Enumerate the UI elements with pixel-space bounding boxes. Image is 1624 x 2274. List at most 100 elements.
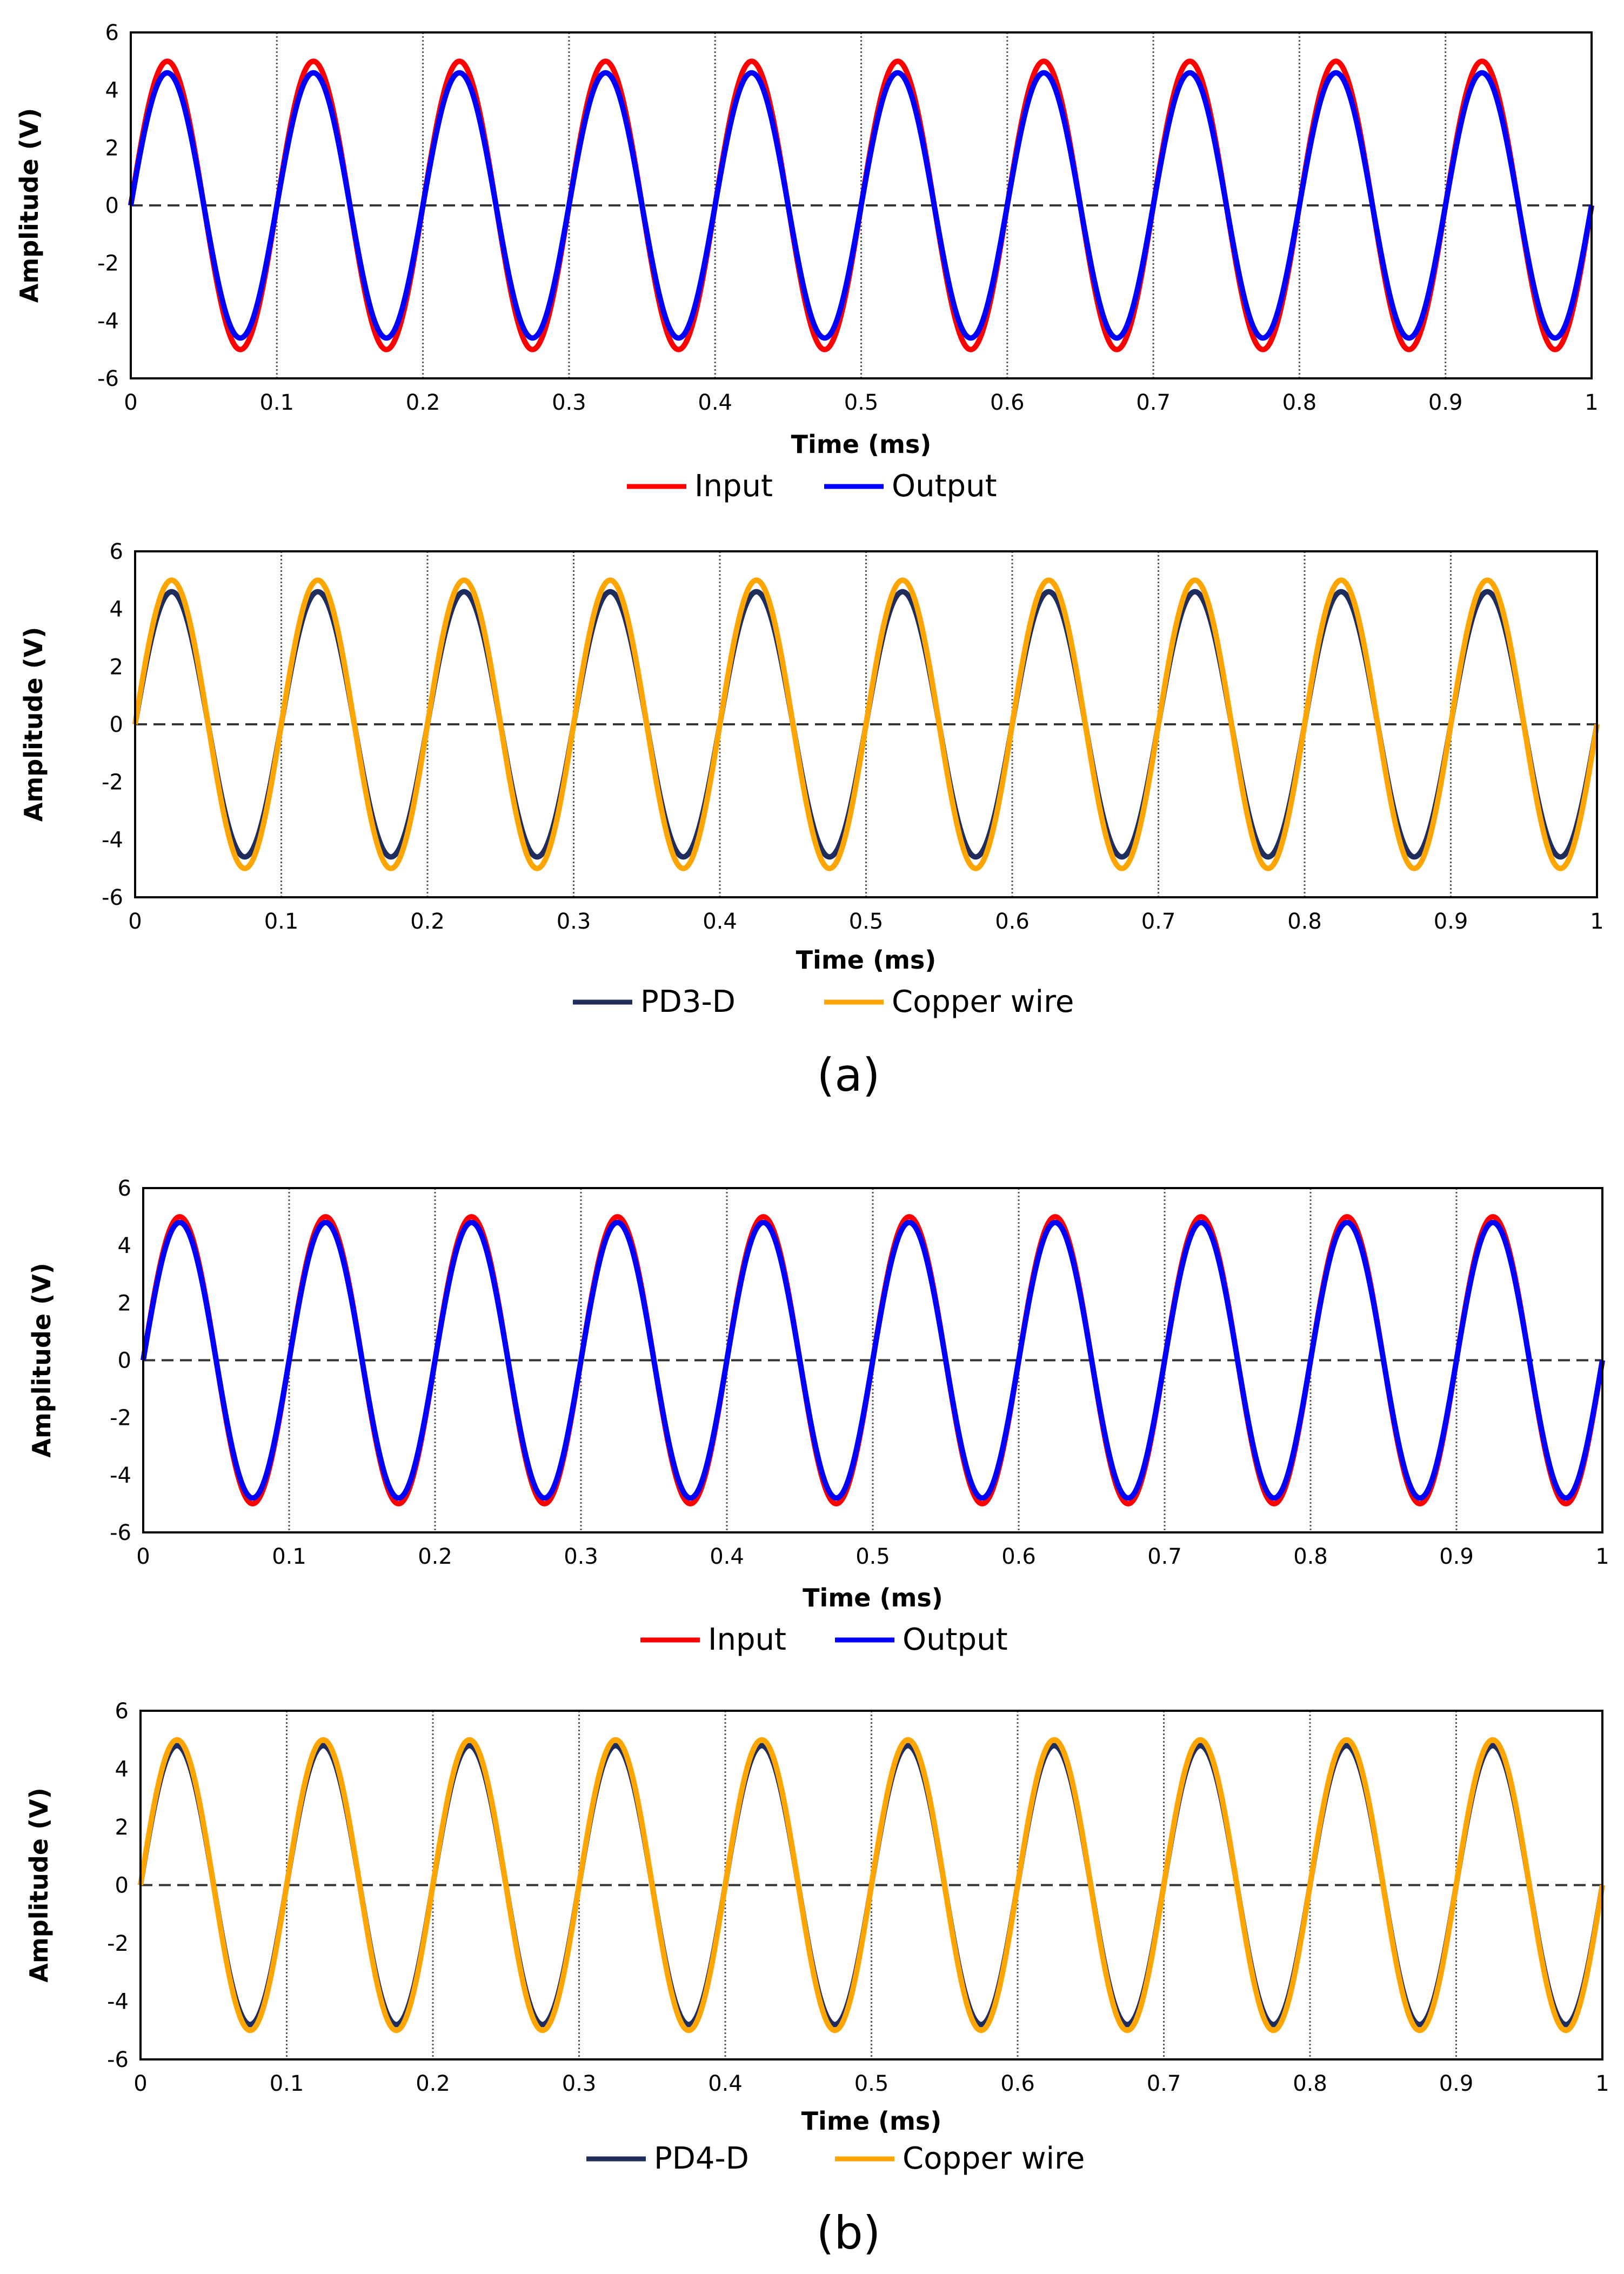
y-tick-label: 6 xyxy=(105,21,119,45)
x-tick-label: 0 xyxy=(124,390,137,415)
legend-label: Input xyxy=(708,1622,786,1657)
x-tick-label: 0.5 xyxy=(856,1544,890,1569)
x-axis-label: Time (ms) xyxy=(796,945,937,975)
chart-3: 0 0.1 0.2 0.3 0.4 0.5 0.6 0.7 0.8 0.9 1 -6 -4 -2 0 2 4 6 T… xyxy=(27,1176,1609,1657)
x-tick-label: 0 xyxy=(128,909,142,934)
legend-label: PD3-D xyxy=(640,984,736,1019)
x-tick-label: 0.9 xyxy=(1439,2071,1474,2096)
y-axis-label: Amplitude (V) xyxy=(15,108,44,303)
legend-label: Copper wire xyxy=(903,2141,1085,2176)
chart-4: 0 0.1 0.2 0.3 0.4 0.5 0.6 0.7 0.8 0.9 1 -6 -4 -2 0 2 4 6 T… xyxy=(24,1699,1609,2176)
y-tick-label: -4 xyxy=(97,309,119,334)
y-tick-label: 4 xyxy=(105,78,119,103)
x-tick-label: 0.2 xyxy=(418,1544,452,1569)
legend-label: Input xyxy=(694,469,773,504)
panel-label: (b) xyxy=(817,2206,881,2259)
series-copper-wire xyxy=(138,1737,1605,2033)
x-tick-label: 0 xyxy=(133,2071,147,2096)
y-tick-label: -6 xyxy=(110,1521,131,1545)
y-tick-label: 2 xyxy=(118,1291,131,1316)
y-tick-label: -4 xyxy=(102,828,123,852)
x-tick-label: 0.1 xyxy=(272,1544,306,1569)
y-tick-label: 2 xyxy=(110,655,123,679)
x-axis-label: Time (ms) xyxy=(803,1583,943,1612)
y-axis-label: Amplitude (V) xyxy=(24,1788,54,1983)
plot-frame xyxy=(134,550,1598,898)
x-tick-label: 0.6 xyxy=(1001,1544,1036,1569)
x-tick-label: 0.2 xyxy=(406,390,440,415)
y-tick-label: -2 xyxy=(102,770,123,795)
x-tick-label: 0.2 xyxy=(416,2071,450,2096)
y-tick-label: 0 xyxy=(115,1873,129,1898)
x-tick-label: 0.5 xyxy=(854,2071,889,2096)
y-tick-label: 0 xyxy=(105,194,119,218)
x-tick-label: 1 xyxy=(1590,909,1603,934)
y-tick-label: 0 xyxy=(110,712,123,737)
y-tick-label: -6 xyxy=(102,885,123,910)
x-tick-label: 1 xyxy=(1585,390,1598,415)
x-tick-label: 0.1 xyxy=(259,390,294,415)
y-tick-label: -2 xyxy=(110,1406,131,1431)
y-tick-label: -2 xyxy=(107,1931,129,1956)
x-tick-label: 0 xyxy=(136,1544,150,1569)
legend-label: Output xyxy=(903,1622,1008,1657)
y-tick-label: 0 xyxy=(118,1349,131,1373)
x-tick-label: 0.9 xyxy=(1439,1544,1474,1569)
x-tick-label: 0.6 xyxy=(990,390,1025,415)
x-tick-label: 0.8 xyxy=(1293,1544,1328,1569)
x-tick-label: 0.3 xyxy=(552,390,586,415)
plot-frame xyxy=(142,1187,1603,1533)
legend-label: Copper wire xyxy=(892,984,1074,1019)
x-tick-label: 1 xyxy=(1595,1544,1609,1569)
y-tick-label: -2 xyxy=(97,251,119,276)
series-copper-wire xyxy=(132,577,1600,871)
plot-frame xyxy=(130,31,1593,379)
chart-1: 0 0.1 0.2 0.3 0.4 0.5 0.6 0.7 0.8 0.9 1 -6 -4 -2 0 2 4 6 T… xyxy=(15,21,1599,504)
x-tick-label: 0.8 xyxy=(1287,909,1322,934)
x-tick-label: 0.1 xyxy=(264,909,299,934)
x-tick-label: 0.7 xyxy=(1147,1544,1182,1569)
legend-label: PD4-D xyxy=(654,2141,749,2176)
y-tick-label: -4 xyxy=(107,1990,129,2015)
x-tick-label: 0.9 xyxy=(1428,390,1463,415)
x-tick-label: 0.2 xyxy=(410,909,445,934)
y-tick-label: 4 xyxy=(118,1233,131,1258)
x-tick-label: 0.1 xyxy=(270,2071,304,2096)
x-tick-label: 0.5 xyxy=(844,390,879,415)
legend: PD4-D Copper wire xyxy=(586,2141,1085,2176)
y-axis-label: Amplitude (V) xyxy=(27,1263,56,1458)
x-tick-label: 0.4 xyxy=(708,2071,743,2096)
panel-label: (a) xyxy=(817,1049,880,1102)
legend: Input Output xyxy=(640,1622,1008,1657)
y-tick-label: 2 xyxy=(115,1815,129,1840)
y-tick-label: -6 xyxy=(107,2048,129,2072)
x-tick-label: 0.7 xyxy=(1147,2071,1181,2096)
x-tick-label: 0.3 xyxy=(564,1544,598,1569)
x-tick-label: 1 xyxy=(1595,2071,1609,2096)
plot-frame xyxy=(139,1710,1603,2060)
legend-label: Output xyxy=(892,469,997,504)
x-tick-label: 0.4 xyxy=(698,390,732,415)
x-tick-label: 0.7 xyxy=(1136,390,1171,415)
x-tick-label: 0.7 xyxy=(1141,909,1176,934)
x-tick-label: 0.6 xyxy=(1000,2071,1035,2096)
y-tick-label: 4 xyxy=(115,1757,129,1782)
y-tick-label: 4 xyxy=(110,597,123,622)
x-tick-label: 0.8 xyxy=(1293,2071,1327,2096)
x-axis-label: Time (ms) xyxy=(801,2106,942,2136)
x-tick-label: 0.6 xyxy=(995,909,1030,934)
y-tick-label: -6 xyxy=(97,366,119,391)
x-tick-label: 0.4 xyxy=(703,909,737,934)
legend: Input Output xyxy=(627,469,997,504)
x-tick-label: 0.3 xyxy=(562,2071,597,2096)
y-tick-label: 6 xyxy=(118,1176,131,1201)
series-output xyxy=(128,70,1594,341)
y-tick-label: 6 xyxy=(110,539,123,564)
x-axis-label: Time (ms) xyxy=(791,430,932,459)
chart-2: 0 0.1 0.2 0.3 0.4 0.5 0.6 0.7 0.8 0.9 1 -6 -4 -2 0 2 4 6 T… xyxy=(19,539,1604,1019)
x-tick-label: 0.4 xyxy=(710,1544,744,1569)
y-axis-label: Amplitude (V) xyxy=(19,627,48,822)
x-tick-label: 0.9 xyxy=(1434,909,1468,934)
x-tick-label: 0.5 xyxy=(849,909,884,934)
